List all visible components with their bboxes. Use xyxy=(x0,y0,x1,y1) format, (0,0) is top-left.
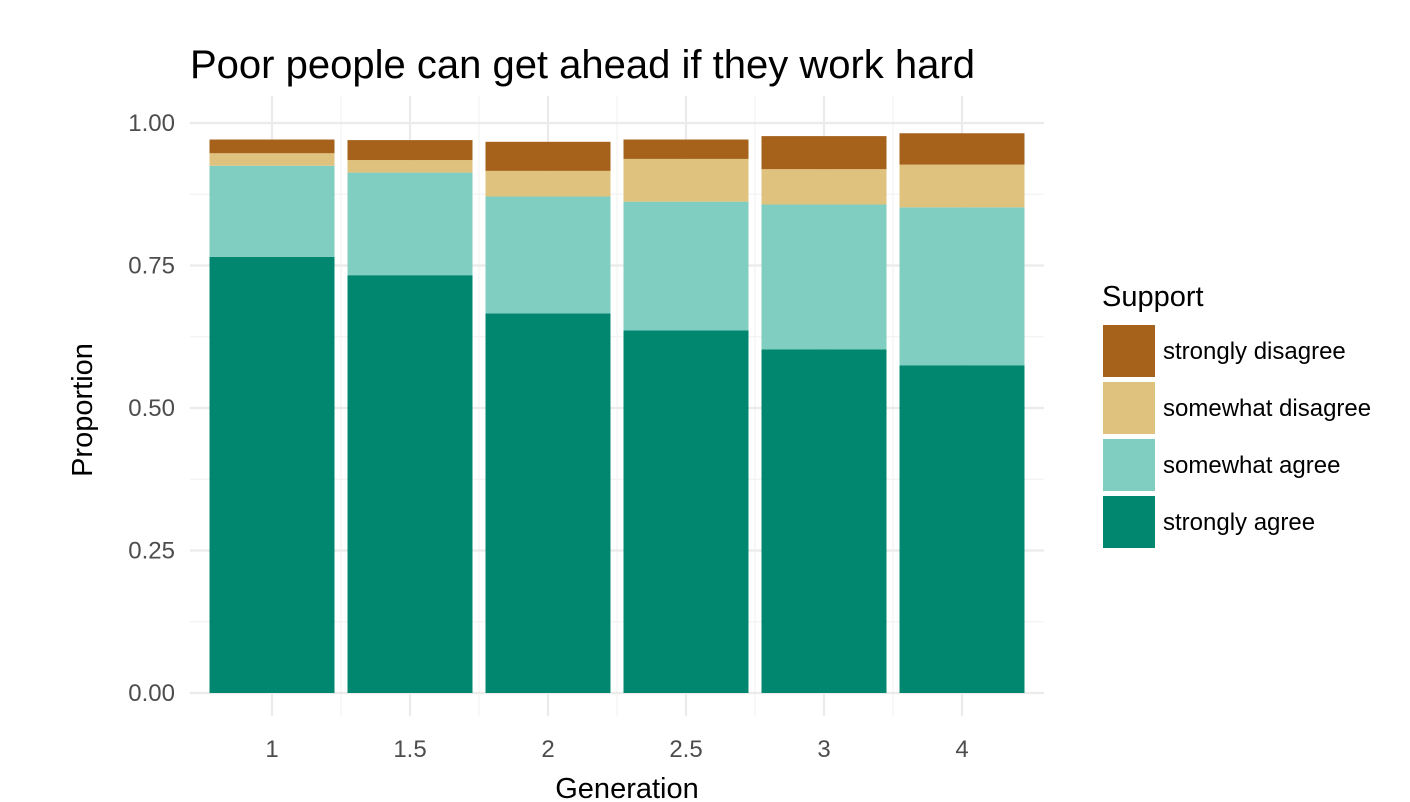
bar-segment xyxy=(899,133,1025,165)
bar-segment xyxy=(899,365,1025,693)
bar-segment xyxy=(899,164,1025,208)
x-axis-title: Generation xyxy=(555,773,699,802)
bar-segment xyxy=(761,136,887,170)
bar-segment xyxy=(347,160,473,173)
legend-label: strongly disagree xyxy=(1163,338,1346,365)
bar-segment xyxy=(209,139,335,154)
bars xyxy=(209,133,1025,693)
bar-segment xyxy=(347,275,473,693)
bar-segment xyxy=(209,165,335,257)
y-tick-label: 0.25 xyxy=(128,538,175,565)
bar-segment xyxy=(623,139,749,159)
y-tick-label: 0.50 xyxy=(128,395,175,422)
bar-segment xyxy=(761,169,887,205)
y-axis-ticks: 0.00 0.25 0.50 0.75 1.00 xyxy=(128,110,175,707)
legend-label: strongly agree xyxy=(1163,509,1315,536)
x-tick-label: 3 xyxy=(817,736,830,763)
bar-segment xyxy=(623,330,749,693)
legend-swatch xyxy=(1103,382,1155,434)
x-tick-label: 1.5 xyxy=(393,736,426,763)
legend-title: Support xyxy=(1102,281,1204,313)
bar-segment xyxy=(347,140,473,161)
y-tick-label: 0.75 xyxy=(128,253,175,280)
legend-label: somewhat agree xyxy=(1163,452,1340,479)
x-tick-label: 4 xyxy=(955,736,968,763)
bar-segment xyxy=(761,349,887,693)
legend: Support strongly disagree somewhat disagr… xyxy=(1102,281,1371,548)
bar-segment xyxy=(485,170,611,197)
bar-segment xyxy=(761,204,887,350)
chart-title: Poor people can get ahead if they work h… xyxy=(190,43,975,87)
bar-segment xyxy=(347,172,473,276)
x-tick-label: 2.5 xyxy=(669,736,702,763)
x-tick-label: 1 xyxy=(265,736,278,763)
bar-segment xyxy=(623,158,749,202)
bar-segment xyxy=(209,153,335,166)
x-tick-label: 2 xyxy=(541,736,554,763)
bar-segment xyxy=(623,201,749,331)
legend-label: somewhat disagree xyxy=(1163,395,1371,422)
legend-swatch xyxy=(1103,496,1155,548)
y-tick-label: 0.00 xyxy=(128,680,175,707)
bar-segment xyxy=(485,196,611,314)
bar-segment xyxy=(899,207,1025,366)
legend-swatch xyxy=(1103,325,1155,377)
bar-segment xyxy=(485,141,611,171)
y-tick-label: 1.00 xyxy=(128,110,175,137)
legend-swatch xyxy=(1103,439,1155,491)
bar-segment xyxy=(209,256,335,693)
x-axis-ticks: 1 1.5 2 2.5 3 4 xyxy=(265,736,968,763)
y-axis-title: Proportion xyxy=(67,343,99,477)
bar-segment xyxy=(485,313,611,693)
